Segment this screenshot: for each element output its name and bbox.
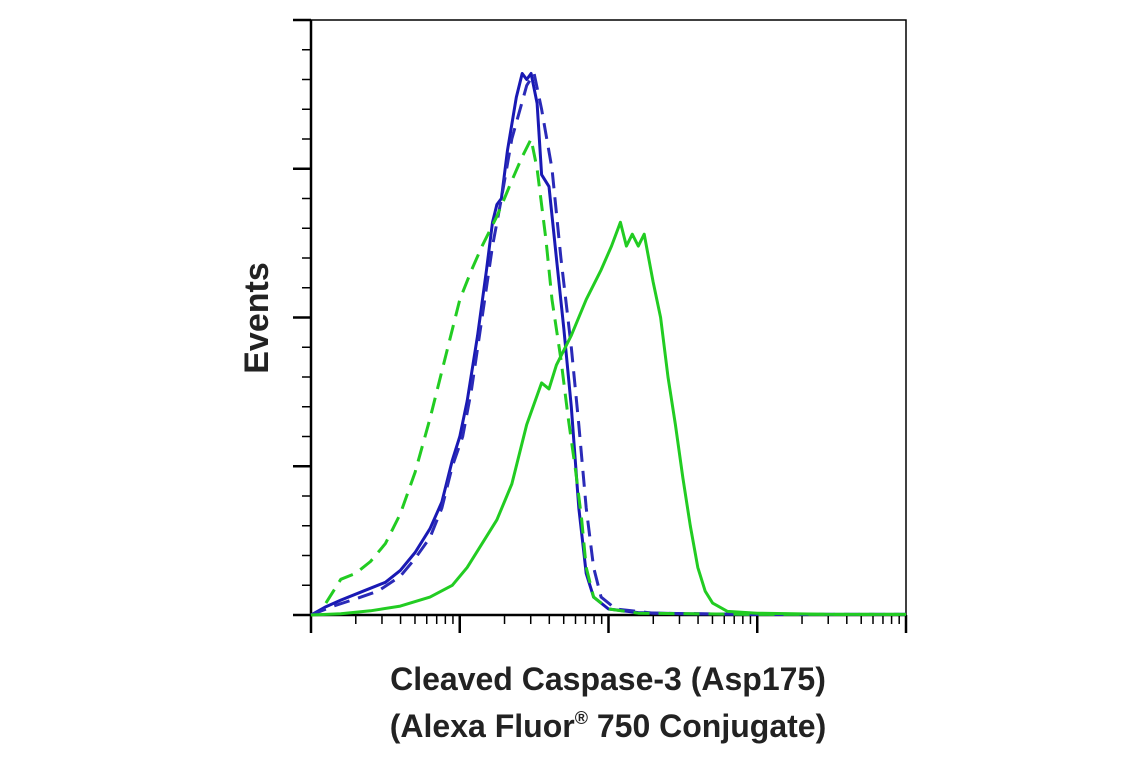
series-lines [310,72,906,617]
x-axis-title-line1: Cleaved Caspase-3 (Asp175) [390,661,826,697]
registered-mark: ® [575,708,588,728]
series-line-1-solid [310,72,906,617]
series-line-3-solid [310,220,906,617]
y-axis-title: Events [238,262,276,374]
x-axis-title-line2: (Alexa Fluor® 750 Conjugate) [390,708,826,744]
x-axis-title-line2-pre: (Alexa Fluor [390,708,575,744]
plot-frame [310,19,907,616]
x-axis-title-line2-post: 750 Conjugate) [588,708,826,744]
series-line-2-dashed [310,72,906,617]
series-line-4-dashed [324,137,906,616]
x-axis-ticks [309,615,908,633]
y-axis-ticks [293,18,311,617]
